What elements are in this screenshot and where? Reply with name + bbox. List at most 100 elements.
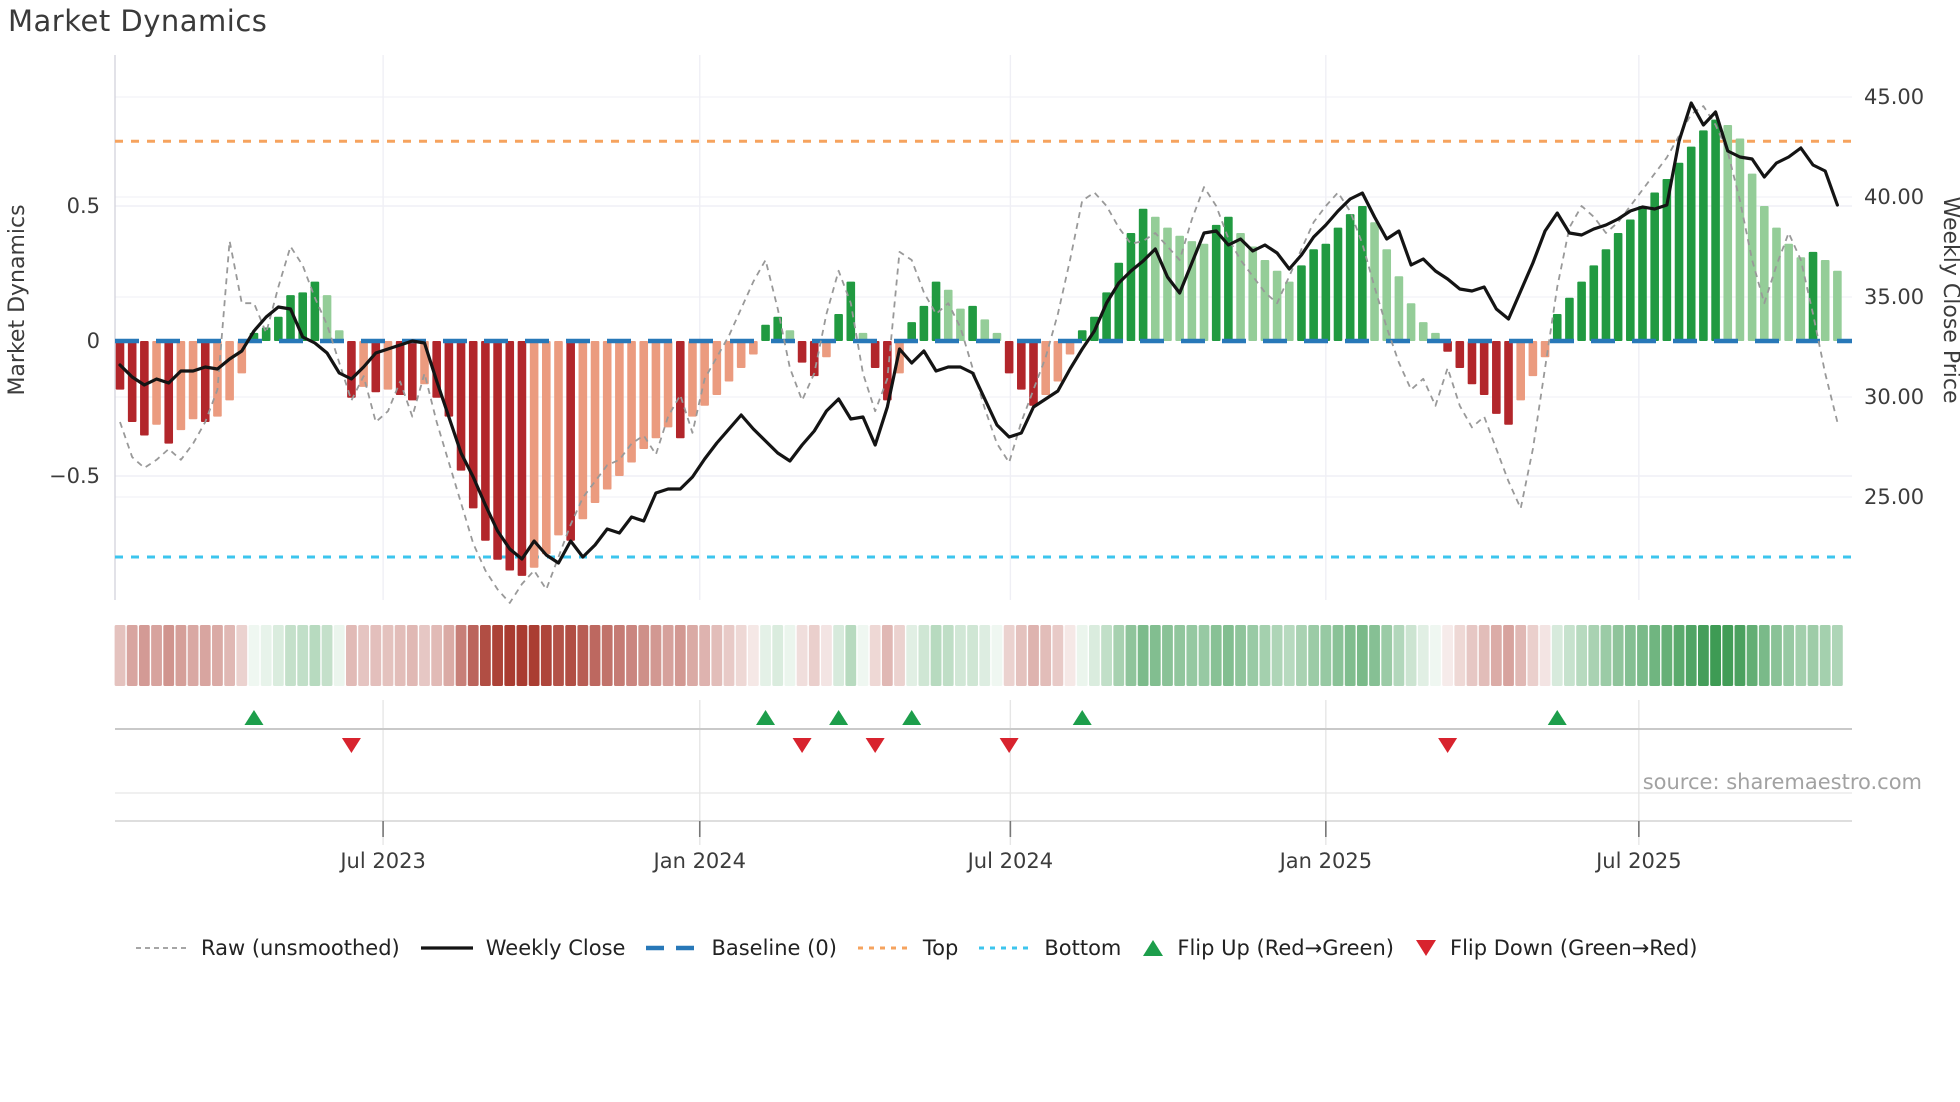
- dynamics-bar: [1211, 224, 1221, 341]
- dynamics-bar: [1297, 265, 1306, 341]
- dynamics-bar: [1370, 222, 1379, 341]
- dynamics-bar: [176, 341, 186, 431]
- heatmap-cell: [1771, 625, 1782, 686]
- heatmap-cell: [272, 625, 284, 686]
- heatmap-cell: [1478, 625, 1490, 686]
- heatmap-cell: [1028, 625, 1039, 686]
- dynamics-bar: [1589, 265, 1599, 341]
- dynamics-bar: [310, 281, 320, 341]
- dynamics-bar: [1747, 173, 1757, 341]
- heatmap-cell: [650, 625, 662, 686]
- dynamics-bar: [1820, 260, 1830, 341]
- heatmap-cell: [869, 625, 881, 686]
- flip-markers: [244, 710, 1567, 753]
- dynamics-bar: [505, 341, 515, 571]
- heatmap-cell: [333, 625, 345, 686]
- dynamics-bar: [602, 341, 612, 490]
- source-credit: source: sharemaestro.com: [1642, 770, 1922, 794]
- heatmap-cell: [1466, 625, 1478, 686]
- dynamics-bar: [1065, 341, 1075, 355]
- weekly-close-line: [118, 101, 1839, 565]
- heatmap-cell: [492, 625, 503, 686]
- heatmap-cell: [577, 625, 589, 686]
- heatmap-cell: [1149, 625, 1161, 686]
- dynamics-bar: [274, 316, 283, 341]
- dynamics-bar: [834, 314, 843, 341]
- dynamics-bar: [1711, 119, 1720, 341]
- x-tick-label: Jan 2024: [652, 849, 747, 873]
- heatmap-cell: [394, 625, 406, 686]
- dynamics-bar: [456, 341, 466, 471]
- dynamics-bar: [943, 289, 953, 341]
- dynamics-bar: [1053, 341, 1063, 382]
- legend-item-baseline: Baseline (0): [644, 936, 837, 960]
- heatmap-cell: [553, 625, 564, 686]
- dynamics-bar: [1236, 233, 1245, 341]
- chart-title: Market Dynamics: [8, 4, 268, 38]
- dynamics-bar: [968, 305, 977, 341]
- dynamics-bar: [1735, 138, 1745, 341]
- dynamics-bar: [493, 341, 502, 560]
- heatmap-cell: [1454, 625, 1466, 686]
- dynamics-bar: [1358, 206, 1367, 341]
- legend-label: Raw (unsmoothed): [201, 936, 400, 960]
- left-tick-label: 0.5: [67, 194, 100, 218]
- heatmap-cell: [1089, 625, 1100, 686]
- legend-item-top: Top: [856, 936, 958, 960]
- heatmap-cell: [1076, 625, 1088, 686]
- dynamics-bar: [383, 341, 393, 390]
- heatmap-cell: [711, 625, 723, 686]
- legend-item-flip_down: Flip Down (Green→Red): [1413, 936, 1697, 960]
- dynamics-bar: [566, 341, 575, 541]
- dynamics-bar: [1760, 206, 1769, 341]
- heatmap-cell: [833, 625, 845, 686]
- heatmap-cell: [930, 625, 942, 686]
- dynamics-bar: [1126, 233, 1136, 341]
- heatmap-cell: [1795, 625, 1807, 686]
- heatmap-cell: [601, 625, 613, 686]
- heatmap-cell: [1137, 625, 1149, 686]
- heatmap-cell: [1162, 625, 1173, 686]
- legend-label: Baseline (0): [711, 936, 837, 960]
- heatmap-cell: [1503, 625, 1514, 686]
- heatmap-cell: [224, 625, 236, 686]
- flip-down-marker: [1438, 738, 1458, 753]
- heatmap-cell: [626, 625, 637, 686]
- heatmap-cell: [370, 625, 382, 686]
- heatmap-cell: [1831, 625, 1843, 686]
- dynamics-bar: [615, 341, 624, 476]
- flip-down-marker: [341, 738, 361, 753]
- flip-down-marker: [999, 738, 1019, 753]
- heatmap-cell: [979, 625, 991, 686]
- heatmap-cell: [467, 625, 479, 686]
- dynamics-bar: [627, 341, 636, 463]
- heatmap-cell: [1125, 625, 1137, 686]
- dynamics-bar: [590, 341, 600, 503]
- heatmap-cell: [894, 625, 905, 686]
- dynamics-bar: [371, 341, 381, 393]
- heatmap-cell: [236, 625, 248, 686]
- flip-down-swatch-icon: [1413, 937, 1439, 959]
- heatmap-cell: [1649, 625, 1661, 686]
- dynamics-bar: [1662, 179, 1672, 341]
- dynamics-bar: [261, 327, 271, 341]
- heatmap-cell: [1210, 625, 1222, 686]
- heatmap-cell: [747, 625, 759, 686]
- dynamics-bar: [1175, 235, 1184, 341]
- dynamics-bar: [822, 341, 831, 358]
- heatmap-cell: [1198, 625, 1210, 686]
- heatmap-cell: [955, 625, 966, 686]
- heatmap-cell: [881, 625, 893, 686]
- heatmap-cell: [1807, 625, 1819, 686]
- bottom-swatch-icon: [977, 937, 1033, 959]
- dynamics-bar: [931, 281, 941, 341]
- heatmap-cell: [1235, 625, 1246, 686]
- heatmap-cell: [918, 625, 930, 686]
- heatmap-cell: [1332, 625, 1344, 686]
- heatmap-cell: [1698, 625, 1709, 686]
- dynamics-bar: [1151, 216, 1160, 341]
- dynamics-bar: [529, 341, 539, 568]
- heatmap-cell: [1356, 625, 1368, 686]
- heatmap-cell: [248, 625, 260, 686]
- dynamics-bar: [749, 341, 758, 355]
